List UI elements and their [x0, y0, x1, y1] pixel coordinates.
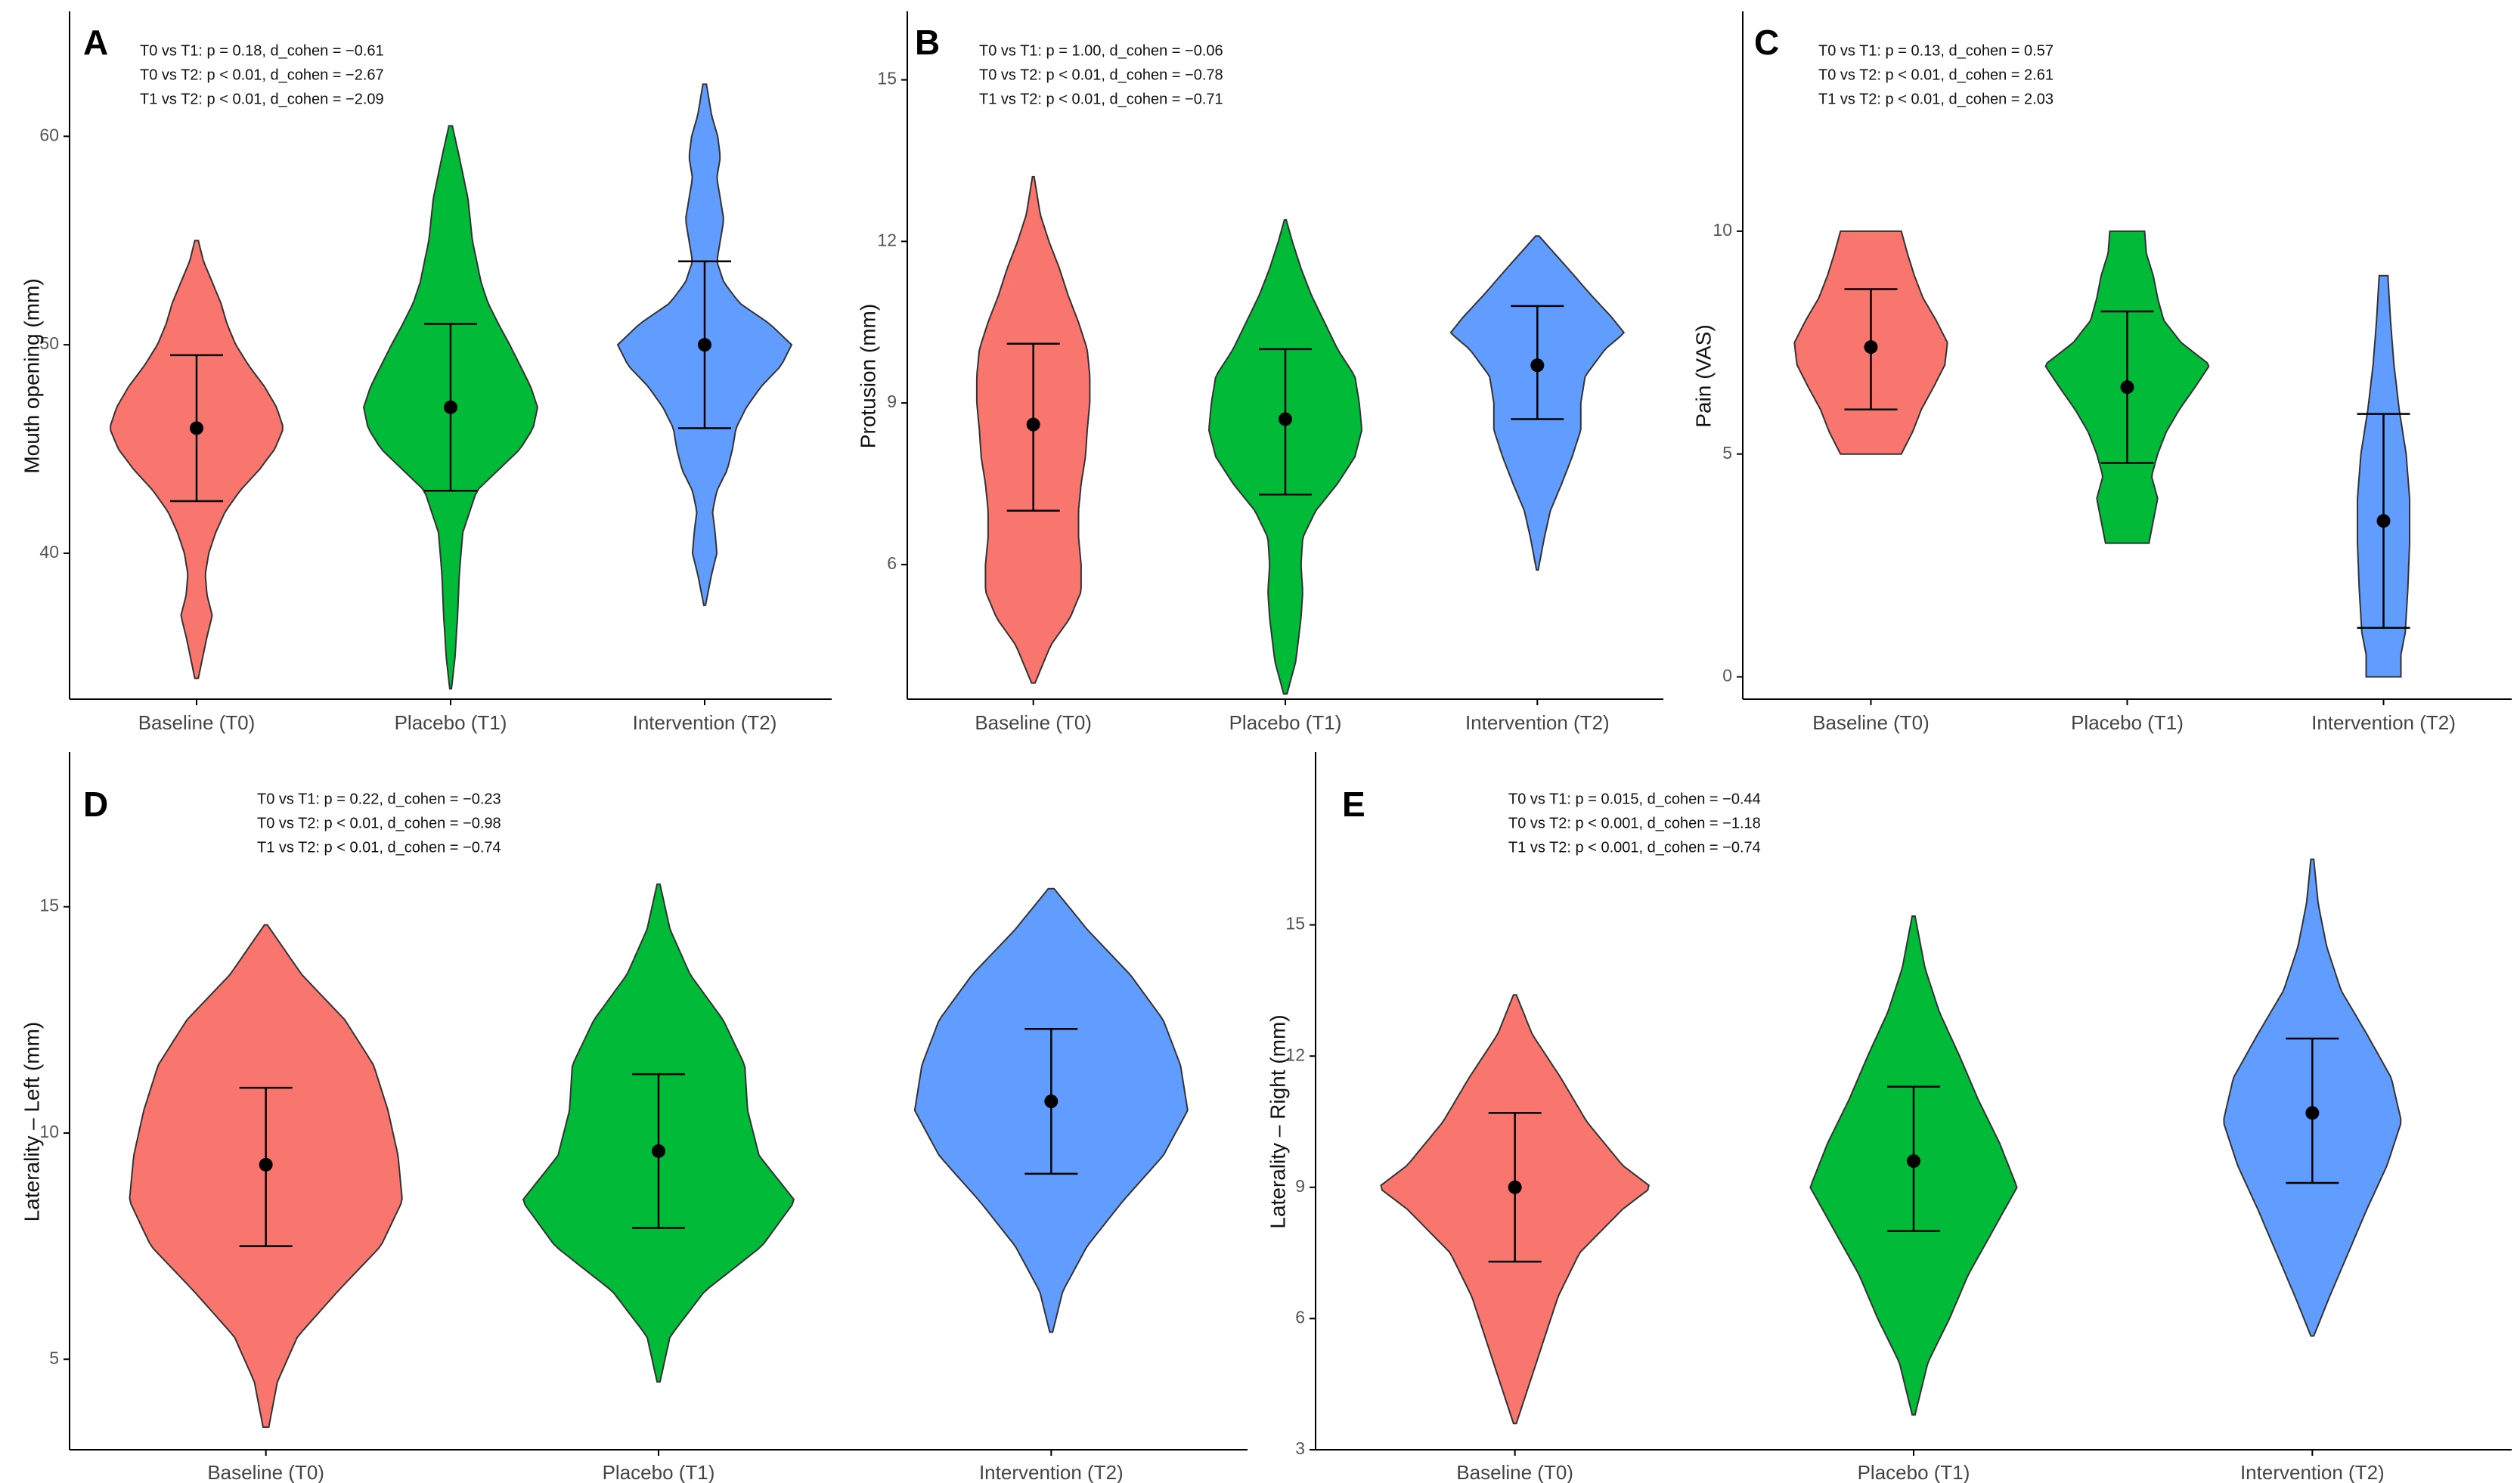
stat-line: T0 vs T2: p < 0.01, d_cohen = 2.61 [1818, 67, 2054, 83]
mean-point [2376, 514, 2391, 528]
mean-point [652, 1144, 665, 1158]
mean-point [190, 421, 203, 435]
panel-letter: C [1754, 23, 1779, 62]
stat-line: T1 vs T2: p < 0.01, d_cohen = −2.09 [140, 91, 384, 107]
y-tick-label: 15 [39, 896, 59, 915]
mean-point [1530, 358, 1545, 373]
y-tick-label: 6 [1295, 1307, 1305, 1327]
panel-letter: D [83, 785, 108, 824]
mean-point [1044, 1094, 1059, 1109]
stat-line: T0 vs T2: p < 0.01, d_cohen = −2.67 [140, 67, 384, 83]
y-axis-label: Mouth opening (mm) [20, 278, 43, 473]
stat-line: T0 vs T1: p = 0.13, d_cohen = 0.57 [1818, 42, 2054, 59]
x-tick-label: Placebo (T1) [1229, 711, 1342, 734]
x-tick-label: Placebo (T1) [1858, 1461, 1970, 1483]
y-tick-label: 5 [49, 1348, 59, 1367]
y-tick-label: 10 [39, 1122, 59, 1141]
y-axis-label: Laterality – Right (mm) [1266, 1014, 1289, 1228]
stat-line: T1 vs T2: p < 0.01, d_cohen = −0.71 [979, 91, 1223, 107]
x-tick-label: Intervention (T2) [2311, 711, 2456, 734]
y-tick-label: 0 [1722, 666, 1732, 686]
mean-point [1508, 1180, 1522, 1194]
y-tick-label: 10 [1713, 220, 1732, 240]
panel-a: A T0 vs T1: p = 0.18, d_cohen = −0.61 T0 v… [20, 11, 832, 734]
stat-line: T0 vs T1: p = 0.22, d_cohen = −0.23 [257, 791, 501, 807]
x-tick-label: Baseline (T0) [207, 1461, 324, 1483]
y-tick-label: 12 [877, 230, 897, 249]
stat-line: T1 vs T2: p < 0.001, d_cohen = −0.74 [1508, 839, 1761, 856]
panel-c: C T0 vs T1: p = 0.13, d_cohen = 0.57 T0 vs… [1691, 11, 2512, 734]
x-tick-label: Intervention (T2) [1465, 711, 1610, 734]
x-tick-label: Baseline (T0) [1812, 711, 1930, 734]
panel-d: D T0 vs T1: p = 0.22, d_cohen = −0.23 T0 v… [20, 752, 1248, 1483]
stat-line: T1 vs T2: p < 0.01, d_cohen = −0.74 [257, 839, 501, 856]
y-tick-label: 6 [887, 553, 897, 573]
mean-point [1907, 1154, 1920, 1169]
y-tick-label: 3 [1295, 1438, 1305, 1458]
mean-point [2120, 380, 2134, 395]
y-axis-label: Protusion (mm) [856, 304, 879, 448]
stat-line: T0 vs T1: p = 1.00, d_cohen = −0.06 [979, 42, 1223, 59]
stat-line: T0 vs T1: p = 0.18, d_cohen = −0.61 [140, 42, 384, 59]
y-axis-label: Laterality – Left (mm) [20, 1022, 43, 1222]
stat-line: T1 vs T2: p < 0.01, d_cohen = 2.03 [1818, 91, 2054, 107]
panel-letter: B [915, 23, 940, 62]
mean-point [2305, 1106, 2320, 1120]
mean-point [259, 1157, 273, 1172]
y-tick-label: 15 [1285, 914, 1305, 933]
y-tick-label: 9 [1295, 1176, 1305, 1196]
y-tick-label: 60 [39, 125, 59, 144]
mean-point [1864, 340, 1878, 354]
x-tick-label: Intervention (T2) [979, 1461, 1124, 1483]
mean-point [1026, 417, 1040, 432]
x-tick-label: Placebo (T1) [2071, 711, 2184, 734]
x-tick-label: Intervention (T2) [2240, 1461, 2385, 1483]
x-tick-label: Baseline (T0) [1456, 1461, 1573, 1483]
panel-e: E T0 vs T1: p = 0.015, d_cohen = −0.44 T0 … [1266, 752, 2512, 1483]
stat-line: T0 vs T2: p < 0.01, d_cohen = −0.98 [257, 815, 501, 831]
stat-line: T0 vs T1: p = 0.015, d_cohen = −0.44 [1508, 791, 1761, 807]
panel-letter: E [1342, 785, 1365, 824]
y-tick-label: 9 [887, 392, 897, 411]
y-tick-label: 40 [39, 542, 59, 562]
stat-line: T0 vs T2: p < 0.01, d_cohen = −0.78 [979, 67, 1223, 83]
mean-point [1279, 412, 1292, 426]
x-tick-label: Baseline (T0) [138, 711, 256, 734]
x-tick-label: Placebo (T1) [395, 711, 507, 734]
y-tick-label: 5 [1722, 443, 1732, 463]
y-tick-label: 12 [1285, 1045, 1305, 1064]
stat-line: T0 vs T2: p < 0.001, d_cohen = −1.18 [1508, 815, 1761, 831]
x-tick-label: Placebo (T1) [603, 1461, 715, 1483]
y-tick-label: 15 [877, 69, 897, 88]
panel-letter: A [83, 23, 108, 62]
y-axis-label: Pain (VAS) [1691, 324, 1715, 427]
x-tick-label: Intervention (T2) [633, 711, 777, 734]
panel-b: B T0 vs T1: p = 1.00, d_cohen = −0.06 T0 v… [856, 11, 1663, 734]
y-tick-label: 50 [39, 333, 59, 353]
mean-point [698, 338, 711, 352]
x-tick-label: Baseline (T0) [975, 711, 1092, 734]
mean-point [444, 400, 457, 414]
